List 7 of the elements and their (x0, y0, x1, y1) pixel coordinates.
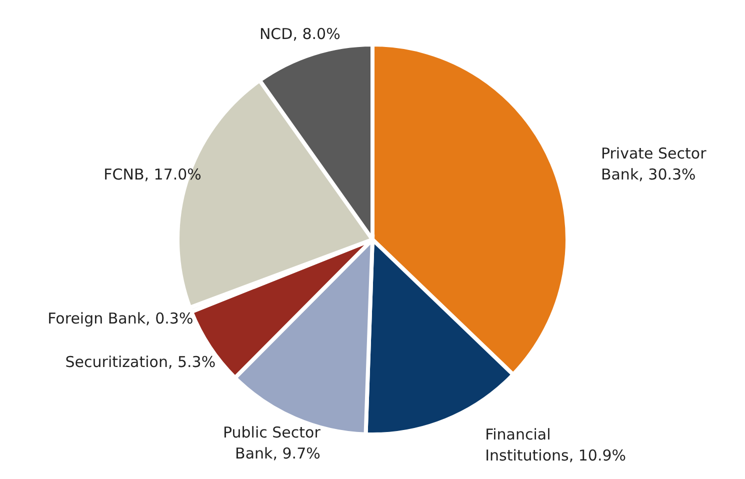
slice-label: Financial Institutions, 10.9% (485, 425, 626, 464)
slice-label: Foreign Bank, 0.3% (48, 310, 194, 328)
slice-label: Public Sector Bank, 9.7% (222, 423, 322, 462)
slice-label: Private Sector Bank, 30.3% (600, 144, 708, 184)
slice-label: NCD, 8.0% (259, 25, 340, 44)
slice-label: Securitization, 5.3% (65, 353, 216, 372)
slice-label: FCNB, 17.0% (104, 165, 202, 184)
